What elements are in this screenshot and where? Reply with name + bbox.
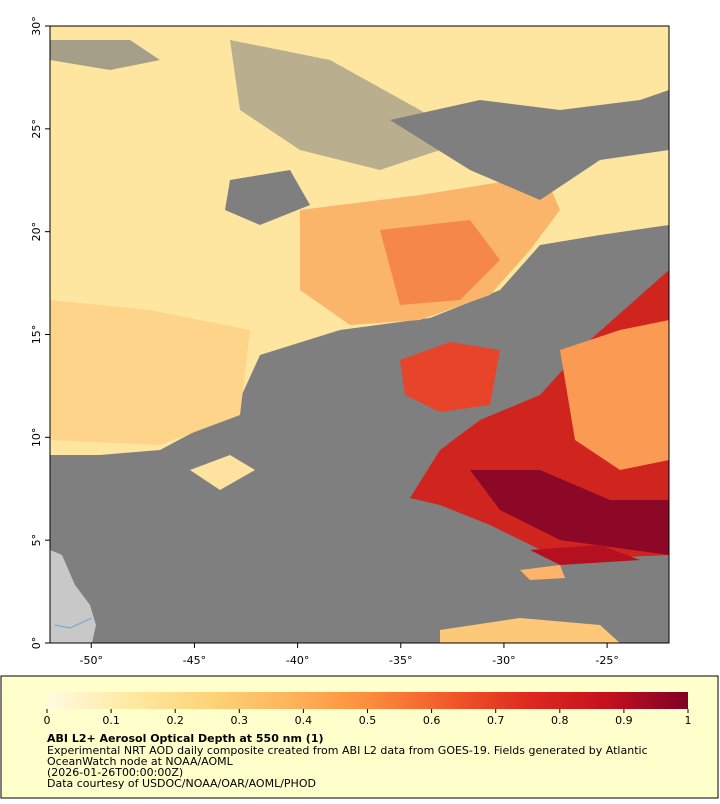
x-tick-label: -40° — [286, 654, 309, 667]
caption-line: OceanWatch node at NOAA/AOML — [47, 755, 234, 768]
colorbar-tick-label: 0.4 — [295, 714, 313, 727]
colorbar-tick-label: 1 — [685, 714, 692, 727]
moderate-aod-area — [560, 320, 669, 470]
cloud-gap — [225, 170, 310, 225]
colorbar-tick-label: 0.6 — [423, 714, 441, 727]
higher-aod-area — [380, 220, 500, 305]
x-tick-label: -50° — [80, 654, 103, 667]
caption-line: Data courtesy of USDOC/NOAA/OAR/AOML/PHO… — [47, 777, 316, 790]
caption-title: ABI L2+ Aerosol Optical Depth at 550 nm … — [47, 732, 324, 745]
colorbar-tick-label: 0.9 — [615, 714, 633, 727]
cloud-gap — [390, 90, 669, 200]
river — [54, 617, 93, 629]
colorbar-tick-label: 0.8 — [551, 714, 569, 727]
colorbar-tick-label: 0.1 — [102, 714, 120, 727]
cloud-gap — [230, 40, 470, 170]
map-imagery — [50, 26, 669, 643]
y-tick-label: 10° — [30, 428, 43, 448]
x-tick-label: -30° — [492, 654, 515, 667]
moderate-aod-area — [440, 618, 620, 643]
y-tick-label: 30° — [30, 16, 43, 36]
caption-line: (2026-01-26T00:00:00Z) — [47, 766, 183, 779]
high-aod-area — [400, 342, 500, 412]
x-tick-label: -35° — [389, 654, 412, 667]
high-aod-area — [530, 545, 640, 565]
colorbar-tick-label: 0 — [44, 714, 51, 727]
colorbar — [47, 692, 688, 709]
colorbar-tick-label: 0.3 — [231, 714, 249, 727]
cloud-gap — [50, 40, 160, 70]
y-tick-label: 15° — [30, 325, 43, 345]
land — [50, 550, 96, 643]
y-tick-label: 5° — [30, 534, 43, 547]
moderate-aod-area — [50, 300, 250, 445]
y-tick-label: 20° — [30, 222, 43, 242]
x-tick-label: -25° — [595, 654, 618, 667]
low-aod-area — [190, 455, 255, 490]
colorbar-tick-label: 0.5 — [359, 714, 377, 727]
moderate-aod-area — [520, 565, 565, 580]
colorbar-tick-label: 0.2 — [166, 714, 184, 727]
very-high-aod-area — [470, 470, 669, 555]
x-tick-label: -45° — [183, 654, 206, 667]
caption-line: Experimental NRT AOD daily composite cre… — [47, 744, 648, 757]
y-tick-label: 0° — [30, 637, 43, 650]
colorbar-tick-label: 0.7 — [487, 714, 505, 727]
y-tick-label: 25° — [30, 119, 43, 139]
